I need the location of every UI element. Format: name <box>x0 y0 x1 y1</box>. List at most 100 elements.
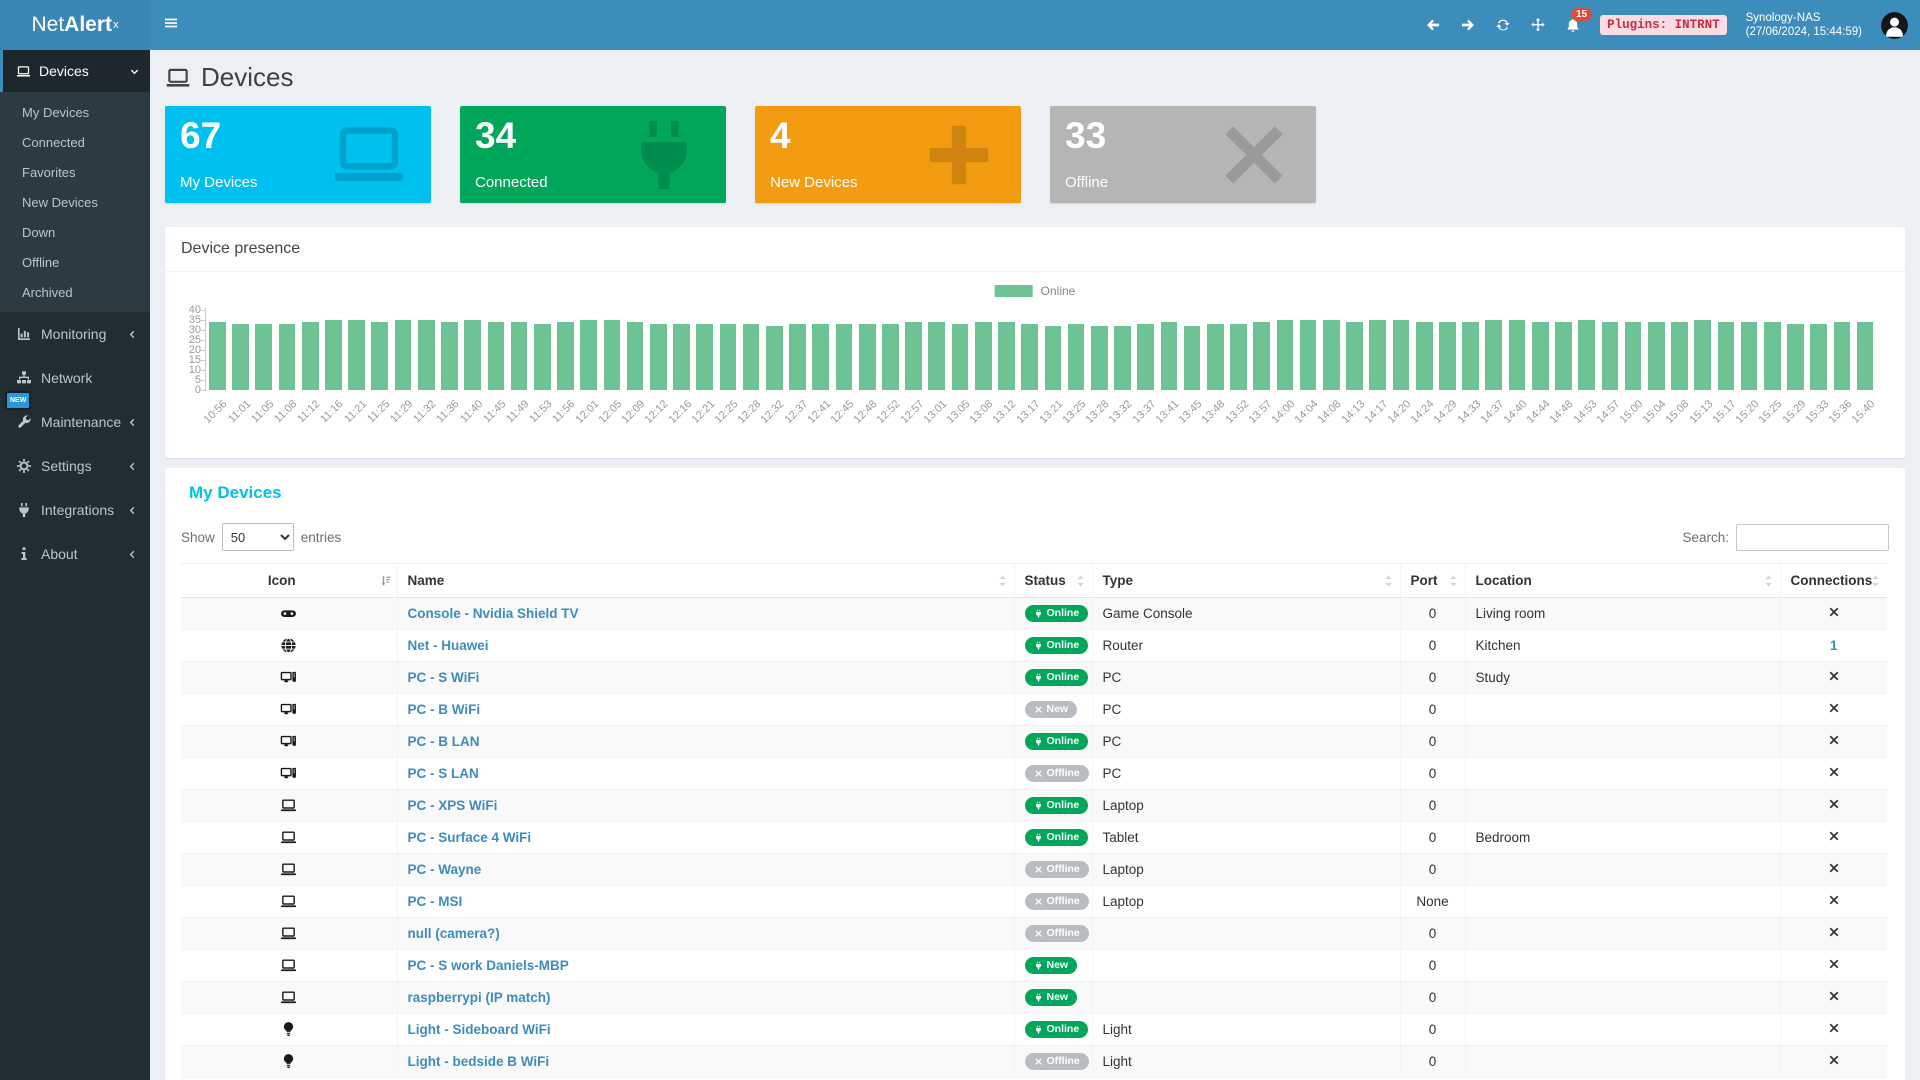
sidebar-subitem-connected[interactable]: Connected <box>22 134 85 150</box>
device-name-link[interactable]: PC - XPS WiFi <box>407 798 498 813</box>
device-name-link[interactable]: PC - Surface 4 WiFi <box>407 830 532 845</box>
sidebar-subitem-archived[interactable]: Archived <box>22 284 73 300</box>
device-name-link[interactable]: Console - Nvidia Shield TV <box>407 606 579 621</box>
device-name-link[interactable]: Light - Sideboard WiFi <box>407 1022 551 1037</box>
column-header-location[interactable]: Location <box>1465 563 1781 598</box>
column-header-icon[interactable]: Icon <box>181 563 398 598</box>
chart-bar <box>1485 320 1503 390</box>
device-name-link[interactable]: null (camera?) <box>407 926 500 941</box>
device-type-cell: Laptop <box>1092 885 1401 918</box>
move-button[interactable] <box>1530 17 1546 33</box>
device-name-link[interactable]: PC - Wayne <box>407 862 482 877</box>
device-type-cell <box>1092 917 1401 950</box>
status-xmark-icon <box>1034 865 1043 874</box>
column-header-name[interactable]: Name <box>397 563 1015 598</box>
y-axis-tick-label: 40 <box>188 304 201 316</box>
brand-bold: Alert <box>64 13 113 36</box>
device-name-link[interactable]: Net - Huawei <box>407 638 489 653</box>
info-box-label: Connected <box>475 174 548 191</box>
sidebar-item-maintenance[interactable]: Maintenance <box>0 400 150 444</box>
sidebar-subitem-new-devices[interactable]: New Devices <box>22 194 98 210</box>
device-name-link[interactable]: PC - MSI <box>407 894 463 909</box>
nav-forward-button[interactable] <box>1460 17 1476 33</box>
sidebar-item-network[interactable]: Network <box>0 356 150 400</box>
sidebar-item-devices[interactable]: Devices <box>0 50 150 92</box>
sidebar-subitem-down[interactable]: Down <box>22 224 56 240</box>
column-header-port[interactable]: Port <box>1400 563 1466 598</box>
chevron-left-icon <box>127 549 138 560</box>
device-name-link[interactable]: PC - S LAN <box>407 766 479 781</box>
table-title: My Devices <box>189 483 282 502</box>
sidebar-subitem-favorites[interactable]: Favorites <box>22 164 76 180</box>
column-header-type[interactable]: Type <box>1092 563 1401 598</box>
y-axis-tick-label: 20 <box>188 344 201 356</box>
device-name-link[interactable]: PC - S work Daniels-MBP <box>407 958 569 973</box>
chart-bar <box>835 324 853 390</box>
sidebar-item-about[interactable]: About <box>0 532 150 576</box>
x-axis-tick-label: 14:29 <box>1431 398 1460 426</box>
sidebar-subitem-my-devices[interactable]: My Devices <box>22 104 90 120</box>
device-port-cell: 0 <box>1400 981 1466 1014</box>
chart-icon <box>16 326 32 342</box>
sidebar-subitem-offline[interactable]: Offline <box>22 254 60 270</box>
nav-back-button[interactable] <box>1425 17 1441 33</box>
device-type-cell: Tablet <box>1092 821 1401 854</box>
page-length-control: Show 50 entries <box>181 523 341 551</box>
plugins-status-badge[interactable]: Plugins: INTRNT <box>1600 15 1727 35</box>
x-axis-tick-label: 15:13 <box>1687 398 1716 426</box>
connections-count-link[interactable]: 1 <box>1829 638 1838 653</box>
refresh-button[interactable] <box>1495 17 1511 33</box>
chart-bar <box>812 324 830 390</box>
x-axis-tick-label: 14:40 <box>1501 398 1530 426</box>
info-box-label: New Devices <box>770 174 858 191</box>
chart-bar <box>1183 326 1201 390</box>
status-xmark-icon <box>1034 769 1043 778</box>
column-header-status[interactable]: Status <box>1014 563 1093 598</box>
device-location-cell: Living room <box>1465 597 1781 630</box>
y-axis-tick-label: 5 <box>194 374 201 386</box>
update-available-badge[interactable]: NEW <box>5 391 32 410</box>
device-status-cell: Online <box>1014 789 1093 822</box>
info-box-my-devices[interactable]: 67 My Devices <box>165 106 431 203</box>
status-xmark-icon <box>1034 1057 1043 1066</box>
sidebar-item-settings[interactable]: Settings <box>0 444 150 488</box>
notifications-button[interactable]: 15 <box>1565 8 1593 33</box>
device-name-cell: raspberrypi (IP match) <box>397 981 1015 1014</box>
sidebar-toggle-button[interactable] <box>150 0 192 50</box>
chevron-down-icon <box>129 66 140 77</box>
search-input[interactable] <box>1736 523 1889 551</box>
chart-bar <box>626 322 644 390</box>
info-box-connected[interactable]: 34 Connected <box>460 106 726 203</box>
sort-icon <box>1762 573 1775 588</box>
device-status-cell: Online <box>1014 661 1093 694</box>
column-header-connections[interactable]: Connections <box>1780 563 1887 598</box>
brand-logo[interactable]: Net Alert x <box>0 0 150 50</box>
y-axis-tick <box>201 370 205 371</box>
device-connections-cell <box>1780 821 1887 854</box>
host-info: Synology-NAS (27/06/2024, 15:44:59) <box>1746 11 1862 40</box>
device-name-link[interactable]: PC - B LAN <box>407 734 480 749</box>
info-box-offline[interactable]: 33 Offline <box>1050 106 1316 203</box>
chart-bar <box>557 322 574 390</box>
no-connections-icon <box>1828 606 1840 618</box>
device-name-link[interactable]: Light - bedside B WiFi <box>407 1054 550 1069</box>
sidebar-item-integrations[interactable]: Integrations <box>0 488 150 532</box>
lightbulb-icon <box>280 1053 297 1070</box>
desktop-icon <box>280 701 297 718</box>
device-location-cell <box>1465 917 1781 950</box>
sort-icon <box>1447 573 1460 588</box>
chart-bar <box>1346 322 1363 390</box>
column-header-label: Status <box>1024 573 1066 588</box>
status-plug-icon <box>1034 1025 1043 1034</box>
page-length-select[interactable]: 50 <box>221 523 294 551</box>
chart-bar <box>1230 324 1247 390</box>
chart-bar <box>1206 324 1224 390</box>
device-name-link[interactable]: PC - S WiFi <box>407 670 480 685</box>
x-axis-tick-label: 13:25 <box>1060 398 1089 426</box>
info-box-new-devices[interactable]: 4 New Devices <box>755 106 1021 203</box>
sidebar-item-monitoring[interactable]: Monitoring <box>0 312 150 356</box>
device-name-link[interactable]: PC - B WiFi <box>407 702 481 717</box>
device-name-link[interactable]: raspberrypi (IP match) <box>407 990 551 1005</box>
chart-bar <box>1578 320 1595 390</box>
user-avatar[interactable] <box>1881 11 1908 39</box>
